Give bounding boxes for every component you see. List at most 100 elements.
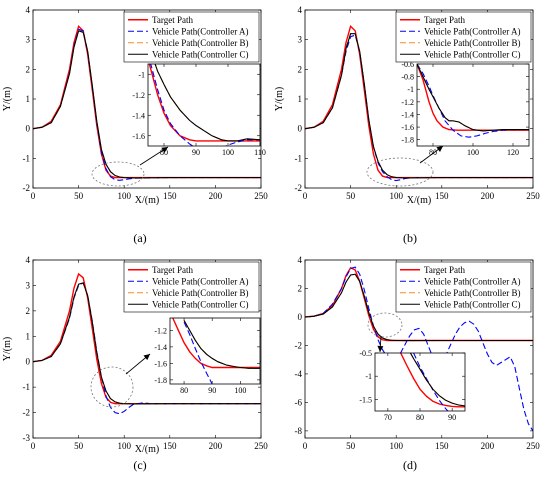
series-lines xyxy=(148,64,260,146)
x-tick-label: 0 xyxy=(303,441,308,451)
y-tick-label: -2 xyxy=(295,183,303,193)
y-tick-label: 1 xyxy=(26,94,31,104)
inset-background xyxy=(148,64,260,146)
y-tick-label: 0 xyxy=(26,357,31,367)
y-tick-label: -0.5 xyxy=(359,349,372,358)
x-tick-label: 250 xyxy=(526,441,540,451)
plot-frame xyxy=(304,9,534,189)
legend-entry: Vehicle Path(Controller B) xyxy=(152,288,248,298)
x-tick-label: 150 xyxy=(435,441,449,451)
y-tick-label: 0 xyxy=(26,124,31,134)
zoom-region-ellipse xyxy=(90,366,134,408)
x-tick-label: 150 xyxy=(163,441,177,451)
y-tick-label: -0.6 xyxy=(401,60,414,69)
zoom-arrow-head xyxy=(377,345,384,352)
y-tick-label: -1.2 xyxy=(154,326,167,335)
y-axis-label: Y/(m) xyxy=(2,87,13,111)
y-tick-label: -1.6 xyxy=(154,359,167,368)
x-tick-label: 100 xyxy=(389,441,403,451)
inset-series-line-vehicle-path-controller-c xyxy=(409,353,465,407)
inset-frame xyxy=(374,352,466,412)
legend-entry: Target Path xyxy=(424,15,465,25)
x-tick-label: 100 xyxy=(117,441,131,451)
series-lines xyxy=(305,266,533,432)
zoom-region-ellipse xyxy=(367,312,403,338)
y-tick-label: -1 xyxy=(138,70,145,79)
inset-background xyxy=(375,353,465,411)
y-tick-label: -1.5 xyxy=(359,395,372,404)
y-tick-label: 4 xyxy=(298,5,303,15)
x-tick-label: 200 xyxy=(209,441,223,451)
y-tick-label: 3 xyxy=(298,35,303,45)
y-tick-label: 4 xyxy=(26,255,31,265)
inset-frame xyxy=(416,63,530,147)
legend-entry: Target Path xyxy=(152,265,193,275)
inset-series-line-vehicle-path-controller-a xyxy=(183,321,213,384)
y-tick-label: -1.6 xyxy=(132,132,145,141)
inset-series-line-target-path xyxy=(172,318,260,369)
panel-label: (c) xyxy=(133,458,146,472)
y-tick-label: -1 xyxy=(365,372,372,381)
x-tick-label: 80 xyxy=(180,386,188,395)
y-tick-label: 0 xyxy=(298,124,303,134)
y-tick-label: 2 xyxy=(298,283,303,293)
legend-entry: Vehicle Path(Controller C) xyxy=(152,299,248,309)
y-tick-label: -1.2 xyxy=(401,98,414,107)
y-tick-label: -1.4 xyxy=(154,343,167,352)
inset-series-line-vehicle-path-controller-c xyxy=(183,320,260,369)
series-line-vehicle-path-controller-c xyxy=(33,282,261,405)
x-tick-label: 250 xyxy=(526,191,540,201)
zoom-region-ellipse xyxy=(366,157,434,187)
inset-background xyxy=(417,64,529,146)
y-tick-label: -1.8 xyxy=(154,376,167,385)
x-tick-label: 110 xyxy=(254,148,266,157)
zoom-arrow-head xyxy=(143,354,150,361)
series-lines xyxy=(400,353,465,411)
inset-series-line-vehicle-path-controller-a xyxy=(417,64,529,138)
inset-plot: 70 80 90 -0.5 -1 -1.5 xyxy=(359,349,466,422)
x-tick-label: 50 xyxy=(346,441,356,451)
y-tick-label: -2 xyxy=(23,183,31,193)
x-tick-label: 50 xyxy=(346,191,356,201)
series-lines xyxy=(33,272,261,415)
x-tick-label: 0 xyxy=(31,191,36,201)
y-tick-label: -3 xyxy=(23,433,31,443)
series-line-vehicle-path-controller-c xyxy=(33,30,261,179)
x-tick-label: 100 xyxy=(389,191,403,201)
x-axis-label: X/(m) xyxy=(135,195,159,206)
y-tick-label: -2 xyxy=(295,340,303,350)
y-tick-label: 3 xyxy=(26,280,31,290)
x-tick-label: 80 xyxy=(416,413,424,422)
x-tick-label: 80 xyxy=(429,148,437,157)
inset-frame xyxy=(147,63,261,147)
y-tick-label: -1 xyxy=(23,382,31,392)
x-tick-label: 90 xyxy=(192,148,200,157)
inset-frame xyxy=(169,317,261,385)
zoom-arrow-head xyxy=(161,147,168,153)
legend-entry: Vehicle Path(Controller B) xyxy=(424,288,520,298)
inset-series-line-vehicle-path-controller-c xyxy=(417,64,529,132)
legend-entry: Vehicle Path(Controller C) xyxy=(424,49,520,59)
y-tick-label: -1.8 xyxy=(401,136,414,145)
x-tick-label: 100 xyxy=(234,386,246,395)
y-tick-label: -2 xyxy=(23,408,31,418)
zoom-region-ellipse xyxy=(91,161,145,187)
y-tick-label: -4 xyxy=(295,369,303,379)
y-tick-label: -0.8 xyxy=(401,73,414,82)
x-tick-label: 100 xyxy=(222,148,234,157)
y-tick-label: -1.4 xyxy=(401,110,414,119)
y-tick-label: -1.2 xyxy=(132,91,145,100)
y-tick-label: 2 xyxy=(298,64,303,74)
y-tick-label: -1 xyxy=(23,153,31,163)
series-lines xyxy=(417,64,529,138)
legend-entry: Vehicle Path(Controller B) xyxy=(424,38,520,48)
x-tick-label: 70 xyxy=(384,413,392,422)
y-tick-label: -1.4 xyxy=(132,111,145,120)
inset-background xyxy=(170,318,260,384)
x-tick-label: 100 xyxy=(117,191,131,201)
plot-frame xyxy=(304,259,534,439)
inset-series-line-target-path xyxy=(400,353,465,408)
